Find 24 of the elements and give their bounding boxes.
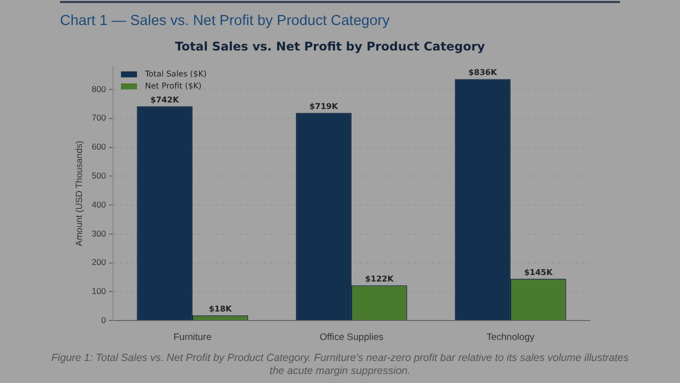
y-axis-title: Amount (USD Thousands) [74,140,84,246]
y-tick-label: 500 [92,170,106,181]
y-tick-label: 0 [101,314,106,325]
legend-label: Total Sales ($K) [144,69,207,78]
data-label: $145K [524,268,554,277]
data-label: $719K [309,102,339,111]
x-tick-label: Technology [486,332,535,343]
x-tick-label: Furniture [173,332,212,343]
y-tick-label: 400 [92,199,106,210]
y-tick-label: 300 [92,228,106,238]
chart-title: Total Sales vs. Net Profit by Product Category [175,39,486,54]
data-label: $122K [365,274,394,284]
y-tick-label: 200 [92,257,106,268]
caption: Chart 1 — Sales vs. Net Profit by Product Category [60,13,390,29]
data-label: $18K [208,304,233,314]
y-tick-label: 600 [92,142,106,152]
y-tick-label: 800 [92,84,106,94]
y-tick-label: 700 [92,112,106,123]
data-label: $836K [468,68,498,78]
caption: Figure 1: Total Sales vs. Net Profit by Product Category. Furniture's near-zero profit bar relative to its sales volume illustrates the acute margin suppression. [50,352,630,378]
data-label: $742K [150,95,180,104]
legend-label: Net Profit ($K) [144,81,202,90]
x-tick-label: Office Supplies [320,332,384,343]
y-tick-label: 100 [92,286,106,296]
